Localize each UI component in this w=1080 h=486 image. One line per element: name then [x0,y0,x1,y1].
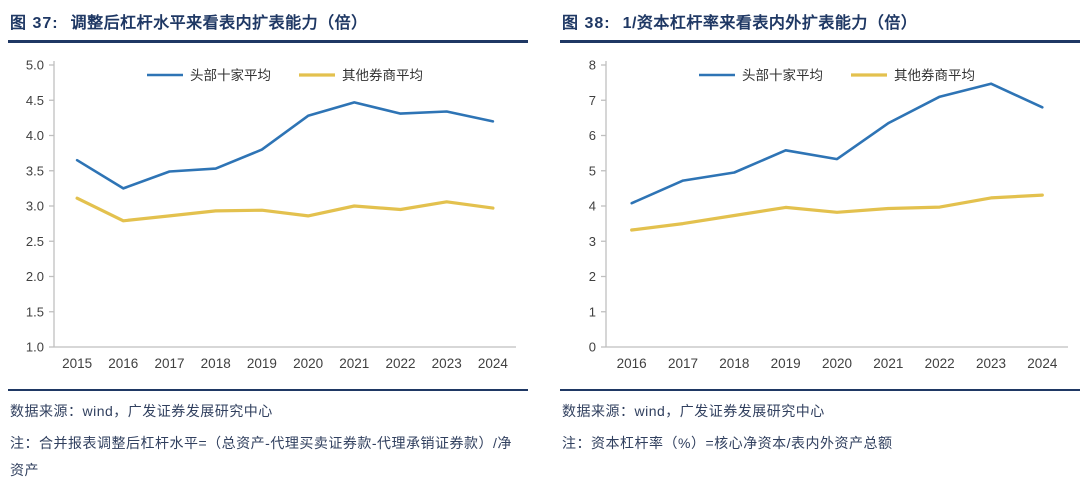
x-tick-label: 2016 [617,356,647,371]
series-line-1 [630,193,1044,232]
y-tick-label: 2.5 [26,234,44,249]
y-tick-label: 2.0 [26,269,44,284]
y-tick-label: 0 [589,340,596,355]
x-tick-label: 2018 [719,356,749,371]
x-tick-label: 2021 [873,356,903,371]
figure-38-footer-divider [560,389,1080,391]
x-tick-label: 2023 [976,356,1006,371]
y-tick-label: 4.0 [26,128,44,143]
y-tick-label: 4.5 [26,93,44,108]
figure-37-data-source: 数据来源：wind，广发证券发展研究中心 [10,403,273,419]
y-tick-label: 6 [589,128,596,143]
figure-38-data-source: 数据来源：wind，广发证券发展研究中心 [562,403,825,419]
figure-38-title-row: 图 38: 1/资本杠杆率来看表内外扩表能力（倍） [560,0,1080,43]
figure-37-footer-divider [8,389,528,391]
y-tick-label: 5 [589,163,596,178]
series-line-0 [75,101,495,190]
x-tick-label: 2016 [108,356,138,371]
y-tick-label: 3.5 [26,163,44,178]
legend-label-1: 其他券商平均 [894,68,975,83]
legend-label-0: 头部十家平均 [742,67,823,83]
y-tick-label: 4 [589,199,596,214]
figure-37-note: 注：合并报表调整后杠杆水平=（总资产-代理买卖证券款-代理承销证券款）/净资产 [10,435,512,479]
figure-37-title-row: 图 37: 调整后杠杆水平来看表内扩表能力（倍） [8,0,528,43]
y-tick-label: 8 [589,58,596,73]
x-tick-label: 2017 [154,356,184,371]
figure-38-panel: 图 38: 1/资本杠杆率来看表内外扩表能力（倍） 0 1 2 3 4 5 6 7 8 2016 2… [560,0,1080,486]
figure-38-chart-area: 0 1 2 3 4 5 6 7 8 2016 2017 2018 2019 2020 2021 2022 202… [560,43,1080,381]
y-tick-label: 1.0 [26,340,44,355]
figure-38-label: 图 38: [562,15,611,32]
legend-label-1: 其他券商平均 [342,68,423,83]
x-tick-label: 2019 [247,356,277,371]
x-tick-label: 2019 [771,356,801,371]
series-line-0 [630,82,1044,205]
y-tick-label: 3.0 [26,199,44,214]
legend-label-0: 头部十家平均 [190,67,271,83]
line-chart-adjusted-leverage: 1.0 1.5 2.0 2.5 3.0 3.5 4.0 4.5 5.0 2015 2016 2017 2… [26,58,516,371]
x-tick-label: 2023 [432,356,462,371]
figure-37-chart-area: 1.0 1.5 2.0 2.5 3.0 3.5 4.0 4.5 5.0 2015 2016 2017 2… [8,43,528,381]
y-tick-label: 3 [589,234,596,249]
x-tick-label: 2017 [668,356,698,371]
x-tick-label: 2018 [201,356,231,371]
x-tick-label: 2024 [478,356,509,371]
line-chart-capital-leverage: 0 1 2 3 4 5 6 7 8 2016 2017 2018 2019 2020 2021 2022 202… [589,58,1068,371]
y-tick-label: 1 [589,304,596,319]
x-tick-label: 2020 [822,356,852,371]
y-tick-label: 2 [589,269,596,284]
y-tick-label: 1.5 [26,304,44,319]
figure-38-note: 注：资本杠杆率（%）=核心净资本/表内外资产总额 [562,435,893,451]
figure-37-title: 调整后杠杆水平来看表内扩表能力（倍） [70,15,368,32]
figure-38-title: 1/资本杠杆率来看表内外扩表能力（倍） [622,15,918,32]
x-tick-label: 2020 [293,356,323,371]
figure-37-label: 图 37: [10,15,59,32]
x-tick-label: 2024 [1027,356,1058,371]
x-tick-label: 2015 [62,356,92,371]
figure-37-panel: 图 37: 调整后杠杆水平来看表内扩表能力（倍） 1.0 1.5 2.0 2.5 3.0… [8,0,528,486]
x-tick-label: 2022 [385,356,415,371]
y-tick-label: 7 [589,93,596,108]
x-tick-label: 2021 [339,356,369,371]
y-tick-label: 5.0 [26,58,44,73]
series-line-1 [75,196,495,223]
x-tick-label: 2022 [925,356,955,371]
